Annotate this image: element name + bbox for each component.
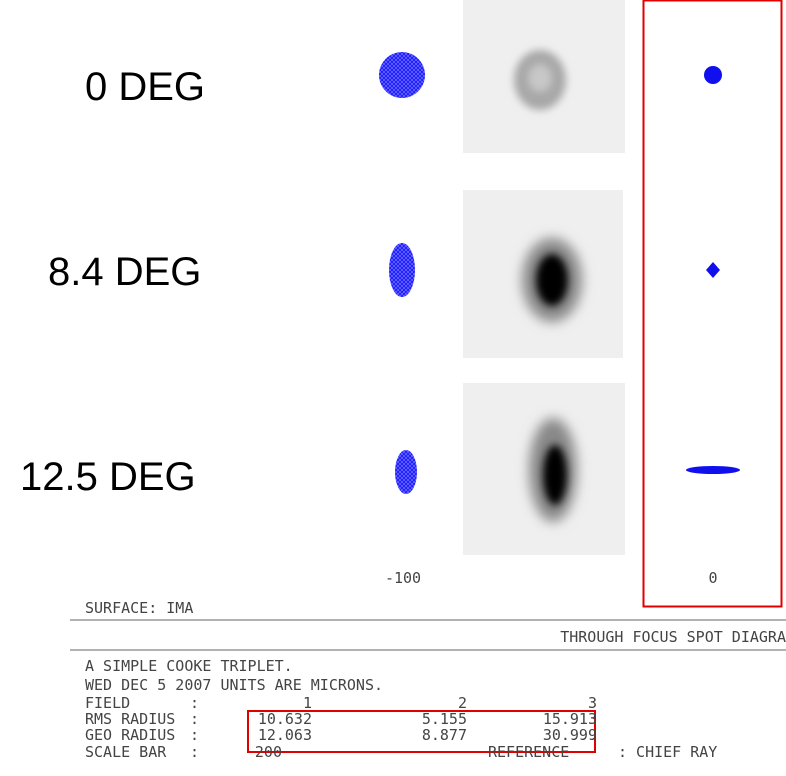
table-cell: 8.877 [422,726,467,744]
spot [379,52,425,98]
field-label: 12.5 DEG [20,455,196,499]
focus-label: 0 [708,569,717,587]
table-cell: SCALE BAR [85,743,167,761]
spot [389,243,415,297]
table-cell: REFERENCE [488,743,569,761]
table-cell: : [190,726,199,744]
spot [395,450,417,494]
focus-label: -100 [385,569,421,587]
psf-blob [528,64,552,92]
spot [704,66,722,84]
table-cell: : CHIEF RAY [618,743,717,761]
field-label: 8.4 DEG [48,250,201,294]
table-cell: 200 [255,743,282,761]
psf-blob [536,254,568,306]
surface-label: SURFACE: IMA [85,599,193,617]
table-cell: GEO RADIUS [85,726,175,744]
highlight-box [644,1,782,607]
spot [706,262,720,278]
spot [686,466,740,474]
header-line: A SIMPLE COOKE TRIPLET. [85,657,293,675]
spot-diagram-window: 0 DEG 8.4 DEG 12.5 DEG -100 0 SURFACE: I… [0,0,786,776]
table-cell: : [190,743,199,761]
header-line: WED DEC 5 2007 UNITS ARE MICRONS. [85,676,383,694]
psf-blob [543,445,567,505]
table-cell: 12.063 [258,726,312,744]
plot-title: THROUGH FOCUS SPOT DIAGRA [560,628,786,646]
field-label: 0 DEG [85,65,205,109]
page: 0 DEG 8.4 DEG 12.5 DEG -100 0 SURFACE: I… [0,0,786,776]
table-cell: 30.999 [543,726,597,744]
